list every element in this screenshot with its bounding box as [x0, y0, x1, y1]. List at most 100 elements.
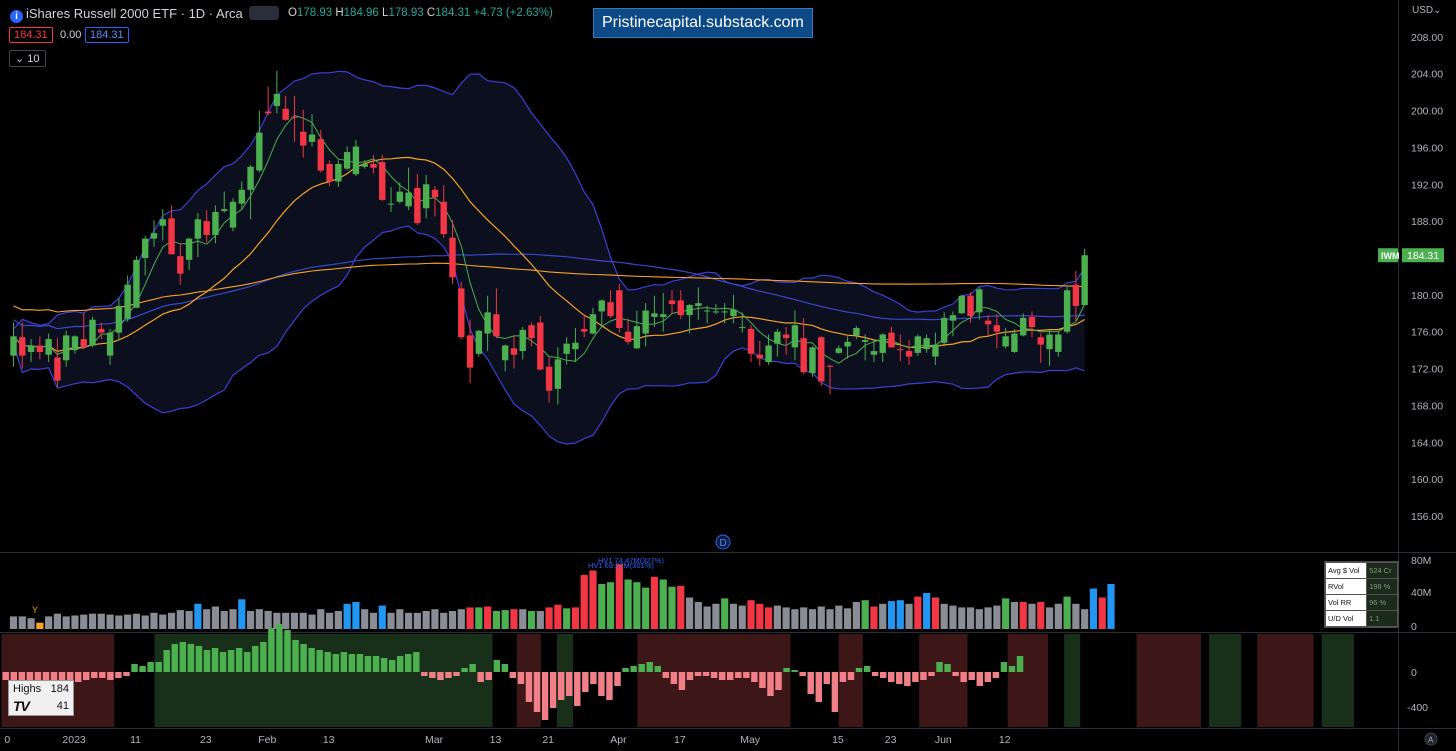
candle — [1011, 328, 1018, 353]
time-tick-label: 13 — [490, 734, 502, 746]
volume-bar — [194, 603, 202, 629]
candle — [870, 339, 878, 363]
currency-selector[interactable]: USD⌄ — [1412, 5, 1442, 16]
indicator-bar — [888, 672, 895, 682]
candle — [440, 185, 447, 238]
volume-bar — [993, 605, 1001, 629]
candle-body — [1072, 284, 1080, 306]
candle — [133, 256, 140, 308]
candle-body — [1002, 336, 1009, 347]
indicator-bar — [292, 640, 299, 672]
candle-body — [36, 345, 44, 352]
candle-body — [651, 313, 658, 317]
candle — [203, 210, 210, 243]
indicator-bar — [767, 672, 774, 696]
dividend-marker-label: D — [720, 538, 727, 549]
indicator-bar — [702, 672, 710, 676]
visibility-toggle-icon[interactable] — [249, 6, 279, 20]
candle — [721, 303, 728, 324]
volume-bar — [62, 616, 70, 629]
candle-body — [431, 189, 439, 198]
volume-marker: Y — [32, 605, 38, 615]
ask-price-box[interactable]: 184.31 — [85, 27, 129, 43]
volume-bar — [492, 611, 500, 629]
volume-bar — [88, 613, 97, 629]
volume-bar — [1037, 602, 1045, 629]
candle-body — [528, 325, 535, 339]
candle-body — [62, 335, 70, 361]
candle — [484, 295, 491, 352]
candle-body — [747, 328, 755, 354]
auto-scale-button[interactable] — [1424, 732, 1438, 746]
volume-bar — [290, 612, 299, 629]
volume-bar — [966, 607, 975, 629]
indicator-bar — [574, 672, 581, 706]
candle-body — [1081, 255, 1088, 305]
volume-bar — [782, 607, 790, 629]
candle — [695, 287, 702, 320]
volume-bar — [1002, 598, 1010, 629]
volume-bar — [264, 611, 272, 629]
candle-body — [133, 259, 140, 308]
indicator-bar — [115, 672, 122, 678]
candle — [782, 327, 790, 355]
candle-body — [932, 344, 939, 357]
volume-bar — [124, 614, 132, 629]
indicator-bar — [654, 666, 661, 672]
indicator-bar — [694, 672, 702, 676]
indicator-bar — [364, 656, 372, 672]
candle-body — [861, 339, 869, 342]
candle — [844, 336, 851, 359]
symbol-title[interactable]: i iShares Russell 2000 ETF · 1D · Arca — [10, 6, 243, 23]
price-tick-label: 172.00 — [1411, 364, 1443, 376]
candle — [774, 328, 781, 357]
volume-bar — [958, 607, 966, 629]
volume-bar — [167, 612, 176, 629]
price-badge-ticker: IWM — [1381, 251, 1400, 261]
dividend-marker-icon — [715, 534, 731, 550]
indicator-bar — [163, 650, 170, 672]
bid-price-box[interactable]: 184.31 — [9, 27, 53, 43]
candle — [71, 335, 79, 354]
volume-bar — [1010, 602, 1019, 629]
price-tick-label: 164.00 — [1411, 437, 1443, 449]
candle-body — [361, 164, 368, 167]
candle — [343, 146, 351, 171]
volume-stats-panel: Avg $ Vol 524 Cr RVol 198 % Vol RR 96 % U/D… — [1324, 561, 1399, 628]
volume-bar — [536, 611, 544, 629]
candle-body — [949, 315, 957, 321]
volume-bar — [387, 612, 395, 629]
indicator-bar — [622, 668, 629, 672]
indicator-bar — [219, 652, 227, 672]
indicator-bar — [131, 664, 138, 672]
volume-bar — [255, 609, 263, 629]
indicator-bar — [936, 662, 943, 672]
candle-body — [545, 366, 553, 391]
candle — [142, 235, 149, 276]
candle-body — [115, 305, 123, 333]
indicator-bar — [171, 644, 178, 672]
time-tick-label: 15 — [832, 734, 844, 746]
candle — [1063, 285, 1071, 334]
volume-bar — [571, 607, 580, 629]
ma-period-toggle[interactable]: ⌄ 10 — [9, 50, 46, 67]
volume-bar — [211, 606, 220, 629]
indicator-bar — [211, 648, 219, 672]
indicator-bar — [783, 668, 790, 672]
info-icon[interactable]: i — [10, 10, 23, 23]
candle-body — [870, 351, 878, 355]
volume-bar — [220, 611, 228, 629]
candle-body — [940, 317, 948, 343]
candle — [976, 287, 983, 320]
candle — [308, 114, 316, 147]
stat-value: 198 % — [1366, 578, 1398, 595]
candle — [958, 294, 965, 315]
indicator-bar — [727, 672, 734, 680]
volume-bar — [659, 579, 667, 629]
candle-body — [712, 311, 720, 313]
indicator-bar — [1000, 662, 1008, 672]
candle-body — [905, 351, 913, 357]
volume-bar — [923, 593, 931, 629]
